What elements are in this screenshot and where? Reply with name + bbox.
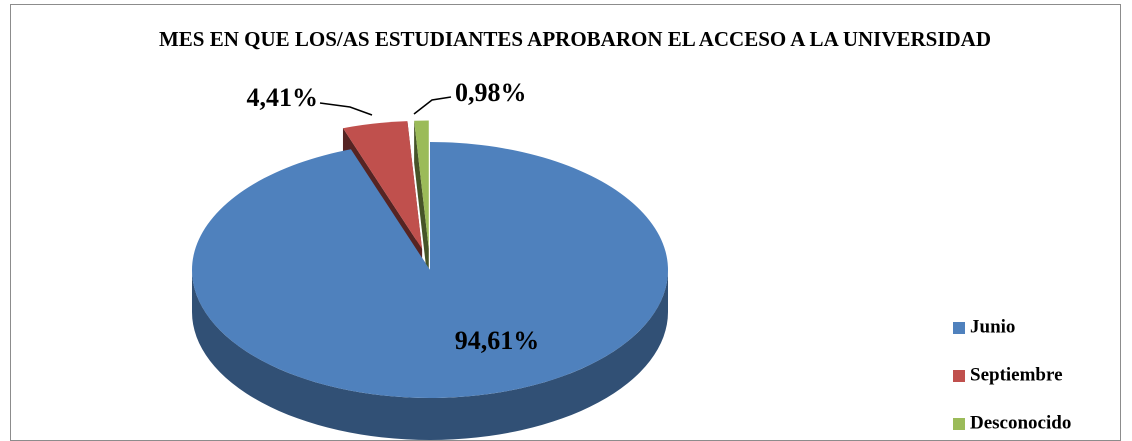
legend-swatch <box>953 370 965 382</box>
legend-label: Desconocido <box>970 412 1071 433</box>
slice-side <box>192 270 668 440</box>
legend-label: Septiembre <box>970 364 1063 385</box>
chart-title: MES EN QUE LOS/AS ESTUDIANTES APROBARON … <box>159 27 991 51</box>
slice-wall <box>414 120 429 291</box>
data-label: 94,61% <box>455 326 540 355</box>
slice <box>192 142 668 399</box>
slice <box>342 121 423 249</box>
legend-swatch <box>953 322 965 334</box>
slice <box>414 120 429 249</box>
legend-swatch <box>953 418 965 430</box>
pie-tops <box>192 120 668 399</box>
data-label: 4,41% <box>247 83 319 112</box>
data-label: 0,98% <box>455 78 527 107</box>
leader-line <box>319 102 373 116</box>
legend-label: Junio <box>970 316 1015 337</box>
leader-line <box>413 96 452 115</box>
